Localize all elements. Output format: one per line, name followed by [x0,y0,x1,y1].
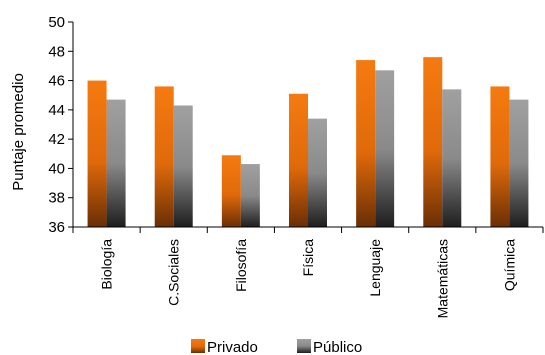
bar-privado-2 [221,155,241,227]
legend-swatch-1 [297,339,311,353]
x-tick-label: Matemáticas [434,239,450,318]
axes [72,22,543,228]
x-tick-label: Biología [99,239,115,290]
bar-publico-3 [308,118,327,227]
legend: Privado Público [191,339,362,355]
bar-privado-5 [423,57,443,228]
bar-publico-2 [240,164,260,227]
y-tick-label: 38 [48,190,65,207]
bar-publico-6 [509,99,529,227]
legend-label-1: Público [313,339,362,355]
x-tick-label: Física [300,239,316,277]
x-tick-label: Filosofía [233,239,249,292]
bar-privado-0 [87,80,107,227]
x-tick-label: Química [501,239,517,291]
y-tick-label: 40 [48,160,65,177]
y-tick-label: 48 [48,43,65,60]
y-axis-ticks: 36 38 40 42 44 46 48 50 [48,14,73,236]
bar-publico-4 [375,70,395,227]
y-tick-label: 44 [48,102,65,119]
y-tick-label: 50 [48,14,65,31]
y-tick-label: 42 [48,131,65,148]
x-axis-ticks: Biología C.Sociales Filosofía Física Lenguaj… [72,227,544,318]
x-tick-label: Lenguaje [367,239,383,297]
bar-publico-0 [106,99,126,227]
bars-group [87,57,529,228]
y-tick-label: 46 [48,73,65,90]
legend-label-0: Privado [207,339,258,355]
y-axis-label: Puntaje promedio [10,73,27,191]
bar-publico-5 [442,89,462,227]
bar-privado-4 [356,60,376,228]
legend-swatch-0 [191,339,205,353]
bar-privado-3 [289,93,308,227]
y-tick-label: 36 [48,219,65,236]
bar-privado-6 [490,86,510,227]
bar-privado-1 [154,86,174,227]
bar-publico-1 [173,105,193,227]
x-tick-label: C.Sociales [166,239,182,306]
